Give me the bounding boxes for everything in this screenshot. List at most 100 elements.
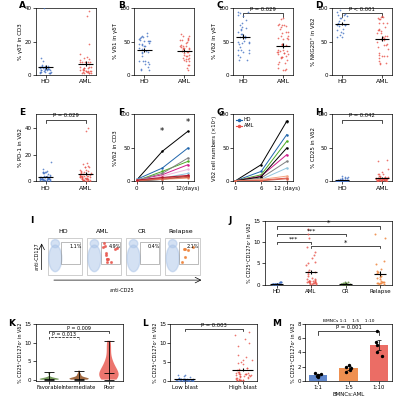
Point (77, 63, 84, 70)
Point (342, 11, 348, 17)
Point (240, 32, 246, 39)
Point (303, 262, 309, 269)
Point (233, 375, 239, 381)
Point (337, 176, 344, 182)
Point (374, 275, 381, 282)
Point (44, 168, 50, 175)
Text: A: A (19, 1, 26, 10)
Point (381, 176, 387, 182)
Point (280, 47, 286, 54)
Bar (309, 375, 327, 381)
Point (284, 57, 290, 63)
Point (177, 37, 183, 43)
Point (382, 23, 388, 30)
Point (42, 67, 48, 73)
Point (379, 169, 385, 176)
Point (333, 27, 340, 33)
Point (342, 178, 348, 184)
Point (340, 280, 346, 286)
Point (242, 32, 248, 39)
Point (173, 377, 180, 383)
Point (80, 177, 86, 183)
Point (139, 50, 145, 56)
Point (46, 175, 52, 182)
Point (376, 20, 382, 26)
Point (341, 281, 348, 287)
Point (188, 377, 194, 383)
Point (38, 64, 45, 70)
Point (234, 367, 240, 373)
Point (183, 377, 189, 383)
Point (376, 58, 383, 65)
Point (376, 26, 383, 32)
Point (81, 65, 87, 71)
Point (373, 268, 380, 274)
Point (38, 55, 44, 61)
Point (143, 48, 150, 54)
Point (184, 49, 190, 55)
Point (307, 281, 314, 287)
Point (79, 176, 85, 182)
Text: ***: *** (289, 237, 299, 242)
Point (383, 32, 390, 39)
Point (144, 30, 150, 37)
Point (100, 244, 107, 250)
Point (233, 370, 239, 376)
Text: P = 0.042: P = 0.042 (349, 113, 375, 118)
Point (376, 281, 382, 287)
Point (381, 36, 388, 43)
Point (240, 357, 246, 364)
Point (341, 12, 347, 19)
Point (283, 66, 289, 72)
Point (282, 60, 288, 67)
Point (247, 373, 253, 379)
Point (175, 376, 181, 383)
Point (305, 278, 312, 285)
Point (86, 70, 92, 76)
Point (182, 246, 188, 253)
Point (343, 281, 349, 288)
Point (373, 261, 379, 267)
Point (341, 177, 348, 183)
Ellipse shape (127, 245, 140, 272)
Point (345, 174, 351, 180)
Point (274, 65, 281, 72)
Point (383, 60, 389, 67)
Point (339, 177, 345, 184)
Point (278, 279, 284, 285)
Point (187, 373, 193, 380)
Point (85, 59, 91, 65)
Point (341, 178, 347, 184)
Point (76, 172, 83, 178)
Point (284, 34, 290, 41)
Point (343, 369, 349, 375)
Point (377, 30, 384, 36)
Point (278, 24, 284, 30)
Point (186, 46, 192, 53)
Point (37, 175, 43, 181)
Point (77, 59, 84, 65)
Point (274, 49, 280, 56)
Point (377, 61, 383, 67)
Point (383, 53, 390, 59)
Point (38, 67, 44, 74)
Point (189, 375, 196, 382)
Point (278, 16, 284, 22)
Point (184, 375, 190, 382)
Point (376, 52, 383, 59)
Point (272, 281, 278, 287)
Point (182, 254, 188, 260)
Point (235, 360, 241, 366)
Point (235, 342, 241, 349)
Point (45, 63, 51, 70)
Point (343, 281, 349, 288)
Text: B: B (118, 1, 125, 10)
Point (236, 57, 243, 63)
Point (377, 178, 384, 184)
Point (307, 277, 313, 284)
Point (142, 61, 148, 67)
Point (180, 376, 186, 383)
Point (102, 243, 108, 249)
Point (245, 8, 251, 15)
Point (271, 281, 277, 288)
